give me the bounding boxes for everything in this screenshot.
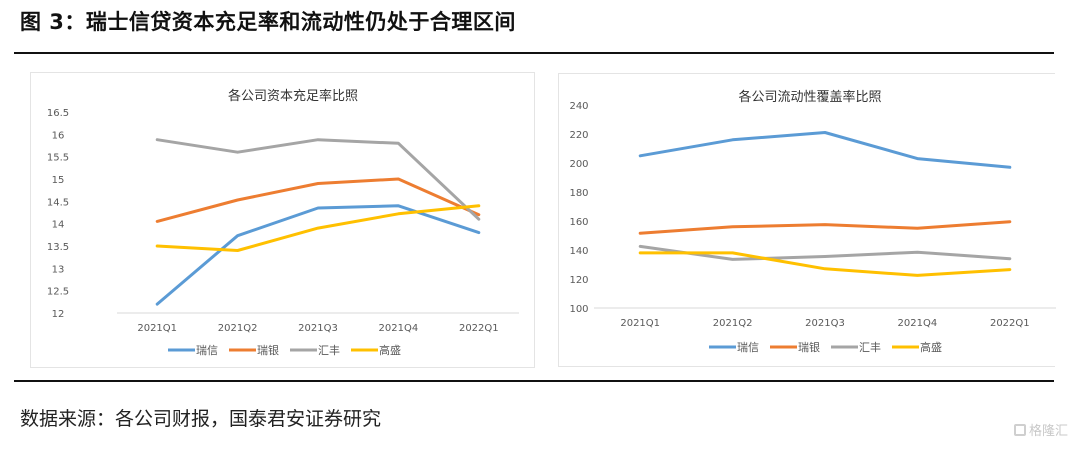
series-line-瑞信 <box>155 204 481 306</box>
series-line-高盛 <box>155 204 481 252</box>
legend-label: 瑞信 <box>196 343 218 357</box>
y-tick-label: 13.5 <box>47 242 69 253</box>
x-tick-label: 2021Q2 <box>713 318 753 329</box>
y-tick-label: 15 <box>52 175 65 186</box>
legend-label: 汇丰 <box>318 344 340 357</box>
legend-label: 瑞银 <box>257 343 279 357</box>
legend-label: 汇丰 <box>859 341 881 354</box>
chart-title: 各公司流动性覆盖率比照 <box>738 89 881 105</box>
watermark: 格隆汇 <box>1013 420 1068 439</box>
watermark-text: 格隆汇 <box>1028 424 1068 439</box>
y-tick-label: 12 <box>52 309 65 320</box>
legend-label: 高盛 <box>379 343 401 357</box>
y-tick-label: 120 <box>569 275 588 286</box>
y-tick-label: 220 <box>569 130 588 141</box>
liquidity-coverage-chart: 各公司流动性覆盖率比照 100 120 140 160 180 200 220 240 2021Q… <box>569 89 1056 354</box>
liquidity-coverage-chart-panel: 各公司流动性覆盖率比照 100 120 140 160 180 200 220 240 2021Q… <box>558 73 1056 367</box>
y-tick-label: 180 <box>569 188 588 199</box>
series-line-瑞银 <box>155 177 481 223</box>
figure-title: 图 3：瑞士信贷资本充足率和流动性仍处于合理区间 <box>20 10 516 34</box>
y-tick-label: 16.5 <box>47 108 69 119</box>
y-tick-label: 14.5 <box>47 197 69 208</box>
legend-label: 瑞信 <box>737 340 759 354</box>
x-tick-label: 2022Q1 <box>459 323 499 334</box>
y-tick-label: 14 <box>52 220 65 231</box>
capital-adequacy-chart-panel: 各公司资本充足率比照 12 12.5 13 13.5 14 14.5 15 15.5 16 16.5… <box>30 72 535 368</box>
y-tick-label: 140 <box>569 246 588 257</box>
y-tick-label: 15.5 <box>47 153 69 164</box>
x-tick-label: 2021Q3 <box>298 323 338 334</box>
top-divider <box>14 52 1054 54</box>
x-tick-label: 2021Q4 <box>379 323 419 334</box>
x-tick-label: 2021Q1 <box>137 323 177 334</box>
x-tick-label: 2022Q1 <box>990 318 1030 329</box>
y-tick-label: 240 <box>569 101 588 112</box>
x-tick-label: 2021Q2 <box>218 323 258 334</box>
y-tick-label: 12.5 <box>47 287 69 298</box>
x-tick-label: 2021Q3 <box>805 318 845 329</box>
y-tick-label: 160 <box>569 217 588 228</box>
y-tick-label: 100 <box>569 304 588 315</box>
y-tick-label: 200 <box>569 159 588 170</box>
series-line-瑞信 <box>638 131 1012 169</box>
bottom-divider <box>14 380 1054 382</box>
x-tick-label: 2021Q4 <box>898 318 938 329</box>
watermark-logo-icon <box>1013 423 1026 436</box>
source-note: 数据来源：各公司财报，国泰君安证券研究 <box>20 408 382 430</box>
y-tick-label: 13 <box>52 264 65 275</box>
chart-title: 各公司资本充足率比照 <box>228 88 358 104</box>
y-tick-label: 16 <box>52 130 65 141</box>
series-line-汇丰 <box>638 244 1012 261</box>
capital-adequacy-chart: 各公司资本充足率比照 12 12.5 13 13.5 14 14.5 15 15.5 16 16.5… <box>47 88 519 357</box>
series-line-高盛 <box>638 251 1012 277</box>
legend-label: 瑞银 <box>798 340 820 354</box>
x-tick-label: 2021Q1 <box>620 318 660 329</box>
legend-label: 高盛 <box>920 340 942 354</box>
series-line-瑞银 <box>638 220 1012 235</box>
